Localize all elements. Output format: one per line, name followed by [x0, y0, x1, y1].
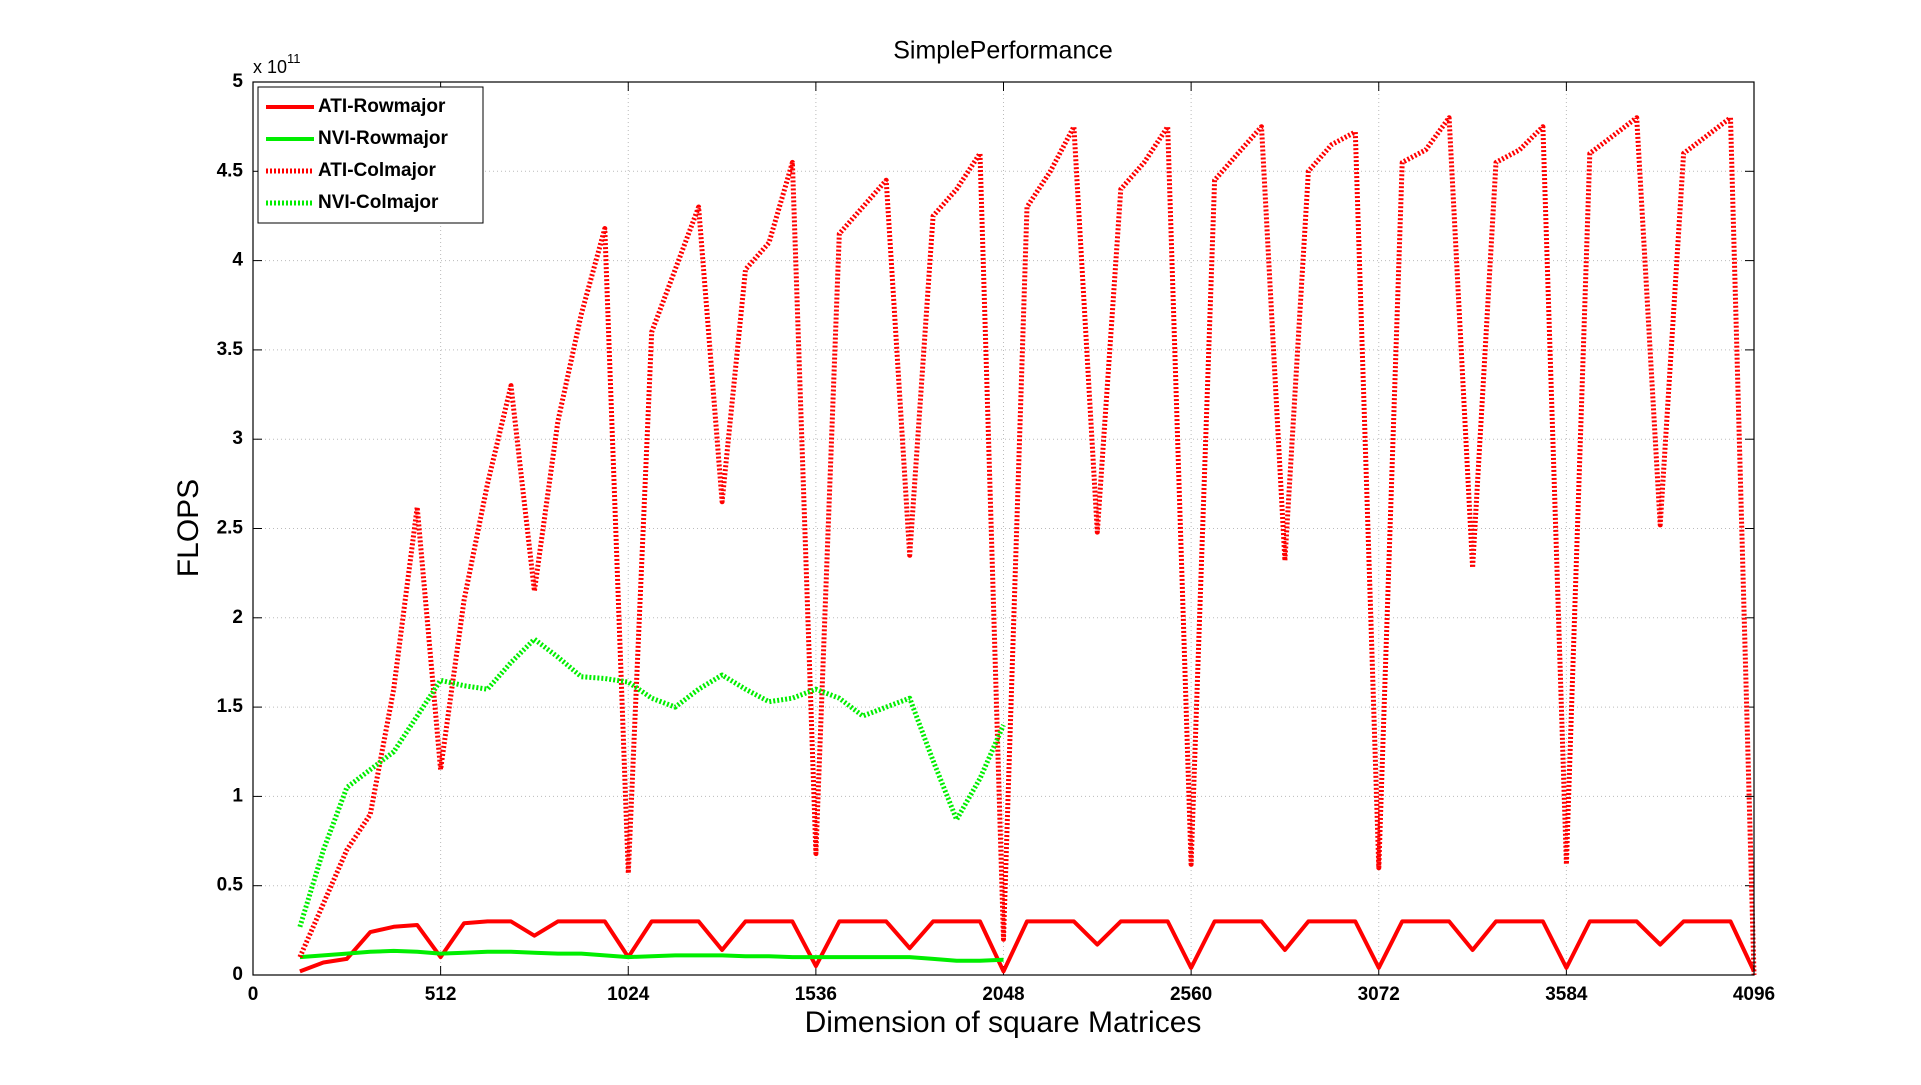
x-tick-label: 2048	[982, 984, 1024, 1005]
legend-label: ATI-Rowmajor	[318, 96, 446, 117]
legend-label: NVI-Colmajor	[318, 192, 439, 213]
legend-label: ATI-Colmajor	[318, 160, 436, 181]
y-tick-label: 2	[232, 607, 243, 628]
axes-box	[252, 81, 1755, 976]
chart-title: SimplePerformance	[893, 37, 1113, 65]
data-line	[299, 948, 1004, 963]
x-tick-label: 4096	[1733, 984, 1775, 1005]
y-tick-label: 1	[232, 785, 243, 806]
y-tick-label: 3	[232, 428, 243, 449]
y-tick-label: 2.5	[217, 518, 244, 539]
y-tick-label: 3.5	[217, 339, 244, 360]
x-tick-label: 3584	[1545, 984, 1588, 1005]
legend-label: NVI-Rowmajor	[318, 128, 448, 149]
y-scale-label: x 1011	[253, 51, 301, 76]
x-tick-label: 3072	[1358, 984, 1400, 1005]
data-line	[297, 636, 1006, 928]
y-tick-label: 1.5	[217, 696, 244, 717]
y-scale-base: x 10	[253, 57, 287, 77]
x-axis-label: Dimension of square Matrices	[805, 1006, 1202, 1039]
y-axis-label: FLOPS	[172, 479, 205, 577]
y-tick-label: 0.5	[217, 875, 244, 896]
x-tick-label: 512	[425, 984, 457, 1005]
legend-box	[257, 86, 484, 224]
x-tick-label: 1536	[795, 984, 837, 1005]
y-tick-label: 5	[232, 71, 243, 92]
x-tick-label: 1024	[607, 984, 650, 1005]
data-line	[297, 115, 1757, 976]
y-scale-exponent: 11	[287, 51, 301, 66]
x-tick-label: 2560	[1170, 984, 1212, 1005]
y-tick-label: 0	[232, 964, 243, 985]
x-tick-label: 0	[248, 984, 259, 1005]
data-line	[299, 919, 1756, 974]
y-tick-label: 4.5	[217, 160, 244, 181]
y-tick-label: 4	[232, 250, 243, 271]
